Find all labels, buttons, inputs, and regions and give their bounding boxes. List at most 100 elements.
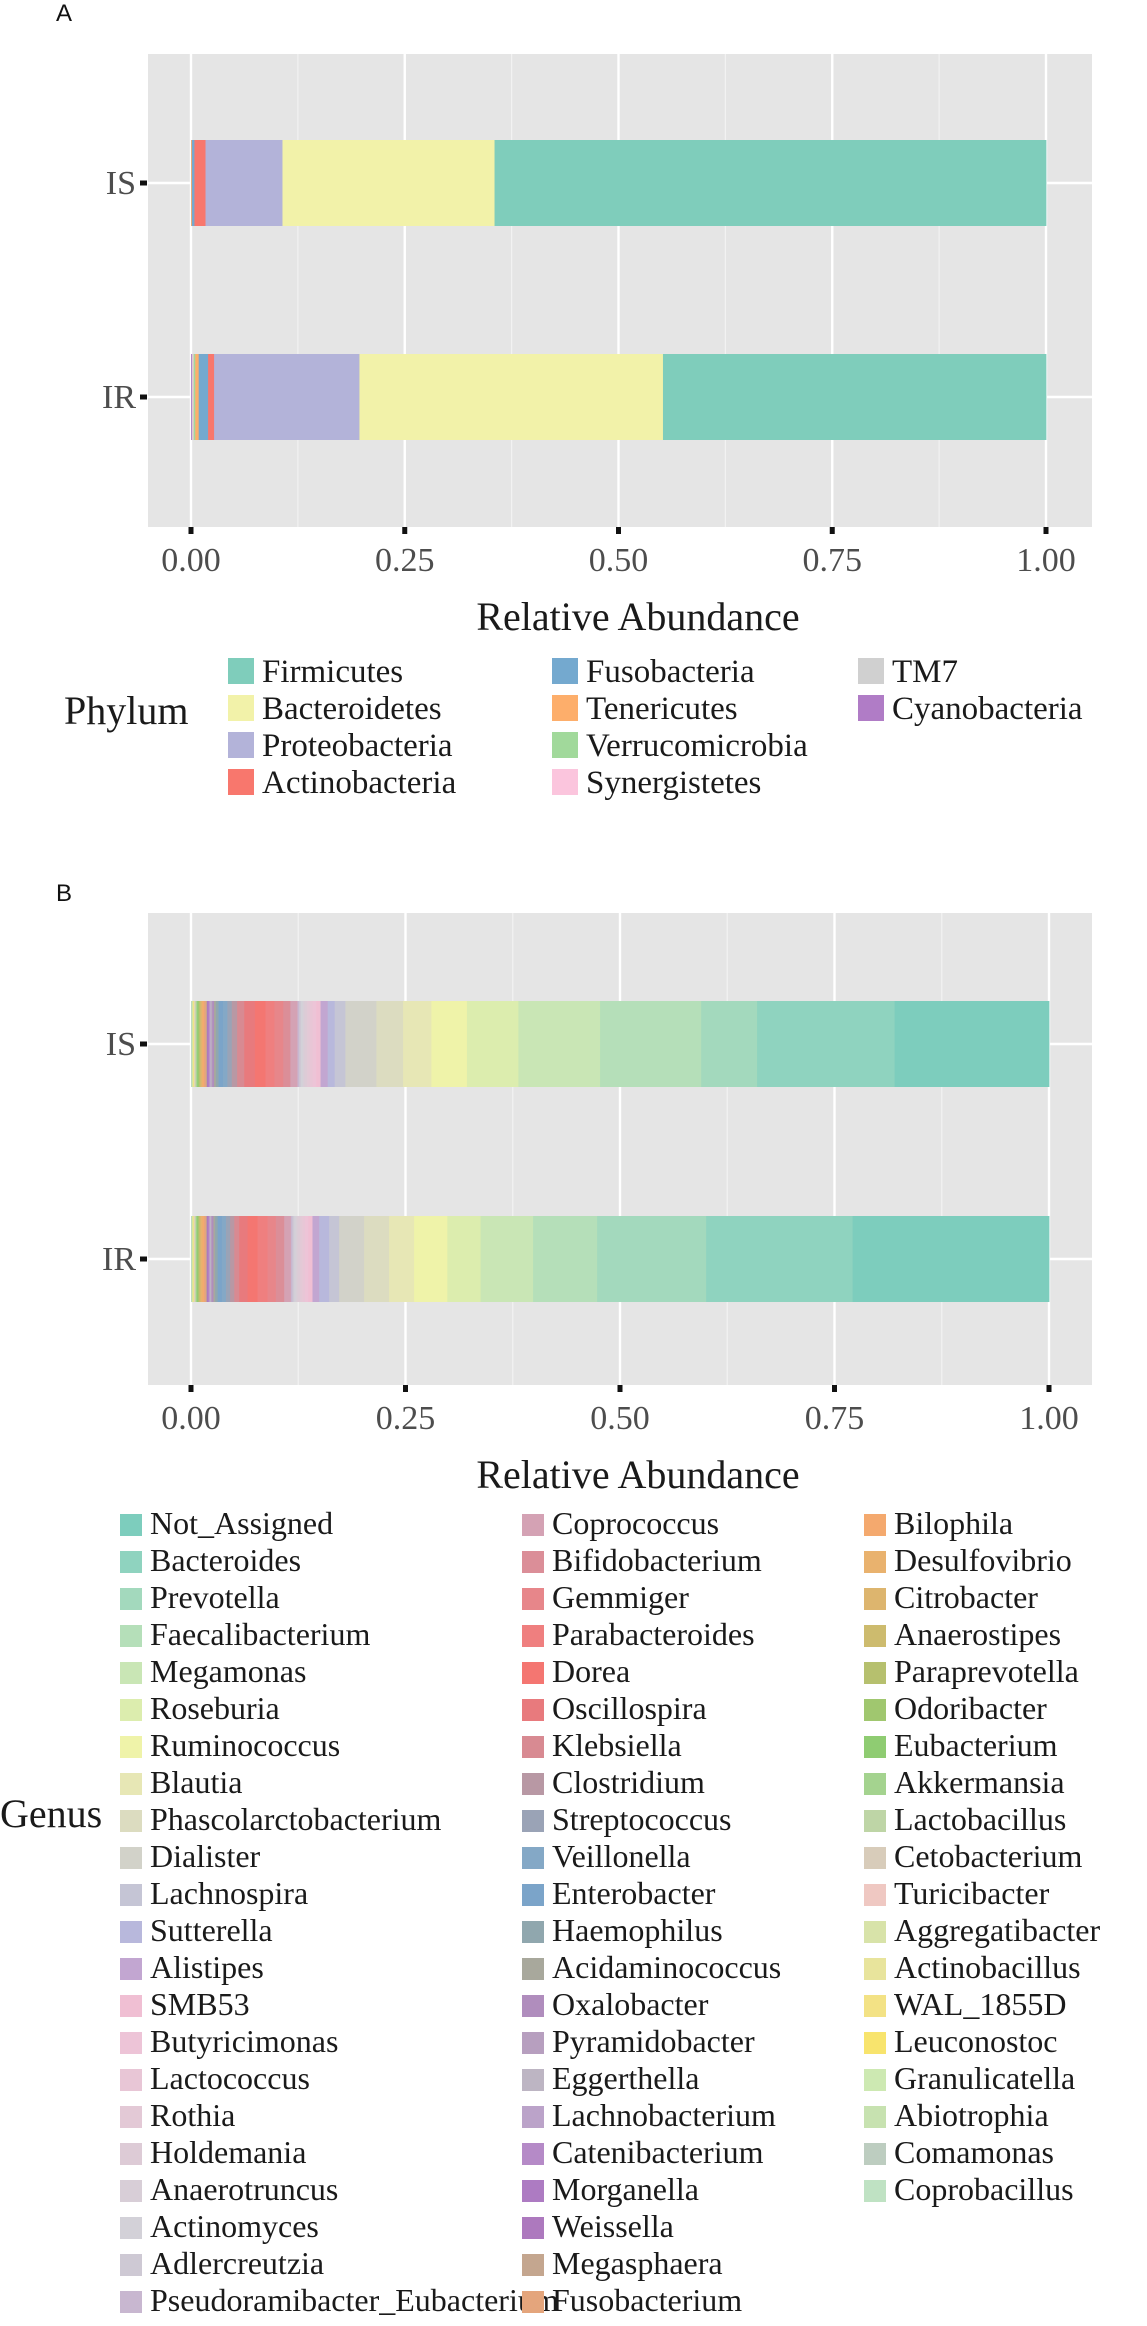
legend-label-coprobacillus: Coprobacillus [894, 2171, 1074, 2207]
legend-swatch-streptococcus [522, 1810, 544, 1832]
bar-is-fusobacteria [191, 140, 195, 226]
bar-ir-megamonas [480, 1216, 534, 1302]
legend-label-anaerotruncus: Anaerotruncus [150, 2171, 338, 2207]
bar-ir-prevotella [597, 1216, 707, 1302]
bar-ir-bilophila [202, 1216, 205, 1302]
legend-label-clostridium: Clostridium [552, 1764, 705, 1800]
legend-label-synergistetes: Synergistetes [586, 765, 761, 801]
legend-label-coprococcus: Coprococcus [552, 1505, 719, 1541]
legend-label-klebsiella: Klebsiella [552, 1727, 682, 1763]
legend-swatch-anaerostipes [864, 1625, 886, 1647]
bar-is-paraprevotella [198, 1001, 201, 1087]
legend-label-turicibacter: Turicibacter [894, 1875, 1050, 1911]
bar-ir-parabacteroides [257, 1216, 268, 1302]
legend-label-desulfovibrio: Desulfovibrio [894, 1542, 1072, 1578]
bar-ir-oscillospira [239, 1216, 248, 1302]
x-tick-label: 1.00 [1016, 542, 1076, 579]
legend-swatch-paraprevotella [864, 1662, 886, 1684]
legend-label-cyanobacteria: Cyanobacteria [892, 691, 1083, 727]
bar-is-wal-1855d [193, 1001, 195, 1087]
legend-label-rothia: Rothia [150, 2097, 235, 2133]
bar-ir-eubacterium [196, 1216, 199, 1302]
legend-swatch-pseudoramibacter-eubacterium [120, 2291, 142, 2313]
legend-label-lactococcus: Lactococcus [150, 2060, 310, 2096]
x-tick-label: 0.75 [803, 542, 863, 579]
legend-label-anaerostipes: Anaerostipes [894, 1616, 1061, 1652]
legend-swatch-cyanobacteria [858, 695, 884, 721]
bar-is-alistipes [320, 1001, 329, 1087]
bar-is-lactococcus [309, 1001, 313, 1087]
bar-is-bacteroidetes [282, 140, 495, 226]
legend-label-adlercreutzia: Adlercreutzia [150, 2245, 324, 2281]
bar-ir-fusobacteria [198, 354, 209, 440]
bar-is-not-assigned [894, 1001, 1050, 1087]
legend-swatch-actinobacillus [864, 1958, 886, 1980]
bar-is-holdemania [304, 1001, 308, 1087]
bar-is-gemmiger [274, 1001, 284, 1087]
legend-swatch-megamonas [120, 1662, 142, 1684]
bar-is-streptococcus [227, 1001, 233, 1087]
legend-label-pseudoramibacter-eubacterium: Pseudoramibacter_Eubacterium [150, 2282, 559, 2318]
bar-is-turicibacter [194, 1001, 196, 1087]
legend-title: Genus [0, 1791, 102, 1836]
bar-is-bacteroides [757, 1001, 896, 1087]
legend-swatch-turicibacter [864, 1884, 886, 1906]
y-tick-label-ir: IR [102, 1241, 136, 1278]
legend-swatch-gemmiger [522, 1588, 544, 1610]
legend-swatch-bacteroides [120, 1551, 142, 1573]
bar-ir-akkermansia [195, 1216, 198, 1302]
bar-is-veillonella [222, 1001, 228, 1087]
legend-label-verrucomicrobia: Verrucomicrobia [586, 728, 808, 764]
legend-swatch-pyramidobacter [522, 2032, 544, 2054]
bar-is-smb53 [316, 1001, 321, 1087]
legend-swatch-haemophilus [522, 1921, 544, 1943]
bar-ir-leuconostoc [192, 1216, 194, 1302]
bar-is-firmicutes [494, 140, 1047, 226]
legend-label-actinomyces: Actinomyces [150, 2208, 319, 2244]
legend-swatch-veillonella [522, 1847, 544, 1869]
bar-is-faecalibacterium [600, 1001, 702, 1087]
legend-label-lachnospira: Lachnospira [150, 1875, 308, 1911]
legend-swatch-citrobacter [864, 1588, 886, 1610]
legend-label-holdemania: Holdemania [150, 2134, 306, 2170]
legend-label-akkermansia: Akkermansia [894, 1764, 1065, 1800]
bar-is-pseudoramibacter-eubacterium [297, 1001, 300, 1087]
bar-is-rothia [307, 1001, 311, 1087]
legend-swatch-faecalibacterium [120, 1625, 142, 1647]
bar-is-eubacterium [197, 1001, 199, 1087]
legend-swatch-ruminococcus [120, 1736, 142, 1758]
bar-ir-bacteroides [706, 1216, 854, 1302]
bar-is-anaerostipes [199, 1001, 202, 1087]
legend-swatch-lactobacillus [864, 1810, 886, 1832]
legend-label-oxalobacter: Oxalobacter [552, 1986, 709, 2022]
legend-swatch-enterobacter [522, 1884, 544, 1906]
legend-swatch-dialister [120, 1847, 142, 1869]
bar-is-pyramidobacter [211, 1001, 213, 1087]
bar-ir-ruminococcus [414, 1216, 448, 1302]
bar-is-lactobacillus [195, 1001, 197, 1087]
bar-ir-dorea [247, 1216, 258, 1302]
bar-is-cetobacterium [194, 1001, 196, 1087]
bar-is-blautia [403, 1001, 432, 1087]
bar-ir-granulicatella [192, 1216, 194, 1302]
bar-ir-morganella [207, 1216, 209, 1302]
bar-ir-firmicutes [662, 354, 1047, 440]
legend-swatch-oxalobacter [522, 1995, 544, 2017]
bar-ir-lactococcus [302, 1216, 306, 1302]
bar-ir-adlercreutzia [292, 1216, 295, 1302]
x-tick-label: 0.00 [161, 1400, 221, 1437]
y-tick-label-ir: IR [102, 379, 136, 416]
legend-swatch-megasphaera [522, 2254, 544, 2276]
bar-ir-lachnobacterium [209, 1216, 211, 1302]
bar-is-parabacteroides [265, 1001, 275, 1087]
legend-label-bacteroidetes: Bacteroidetes [262, 691, 442, 727]
bar-is-adlercreutzia [299, 1001, 302, 1087]
bar-ir-anaerotruncus [295, 1216, 298, 1302]
legend-swatch-holdemania [120, 2143, 142, 2165]
legend-label-sutterella: Sutterella [150, 1912, 273, 1948]
bar-is-weissella [206, 1001, 209, 1087]
legend-label-veillonella: Veillonella [552, 1838, 691, 1874]
legend-swatch-phascolarctobacterium [120, 1810, 142, 1832]
legend-swatch-coprococcus [522, 1514, 544, 1536]
